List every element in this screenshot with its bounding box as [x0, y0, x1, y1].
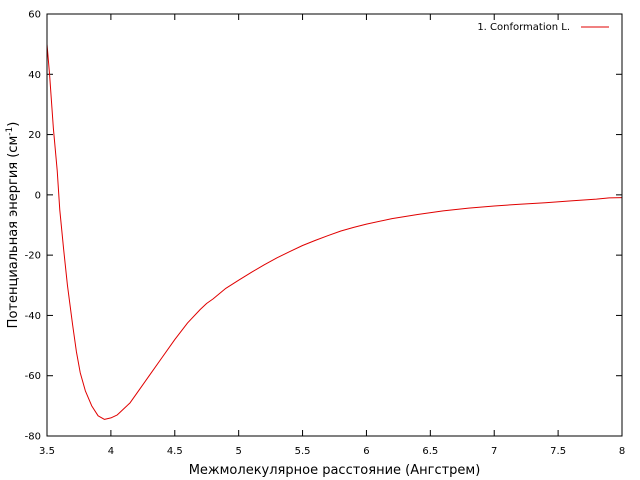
x-tick-label: 6 [363, 446, 369, 457]
y-tick-label: -40 [25, 311, 41, 322]
y-tick-label: -80 [25, 432, 41, 443]
y-axis-label-main: Потенциальная энергия (см [6, 136, 21, 329]
x-tick-label: 4.5 [167, 446, 183, 457]
y-axis-label-close: ) [6, 122, 21, 127]
y-tick-label: -60 [25, 371, 41, 382]
x-tick-label: 7 [491, 446, 497, 457]
x-axis-label: Межмолекулярное расстояние (Ангстрем) [189, 463, 481, 478]
x-tick-label: 4 [108, 446, 114, 457]
x-tick-label: 5 [235, 446, 241, 457]
y-axis-label-superscript: -1 [5, 127, 15, 136]
y-tick-label: 40 [28, 70, 41, 81]
y-tick-label: 60 [28, 10, 41, 21]
y-axis-label: Потенциальная энергия (см-1) [5, 122, 21, 329]
legend: 1. Conformation L. [477, 22, 609, 33]
x-tick-label: 7.5 [550, 446, 566, 457]
x-tick-label: 5.5 [295, 446, 311, 457]
series-layer [46, 44, 623, 420]
x-tick-label: 6.5 [422, 446, 438, 457]
plot-frame [46, 13, 623, 437]
y-tick-label: -20 [25, 251, 41, 262]
series-line [46, 44, 623, 420]
x-tick-label: 3.5 [39, 446, 55, 457]
y-tick-label: 0 [35, 190, 41, 201]
x-tick-label: 8 [619, 446, 625, 457]
y-tick-label: 20 [28, 130, 41, 141]
legend-entry-label: 1. Conformation L. [477, 22, 570, 33]
